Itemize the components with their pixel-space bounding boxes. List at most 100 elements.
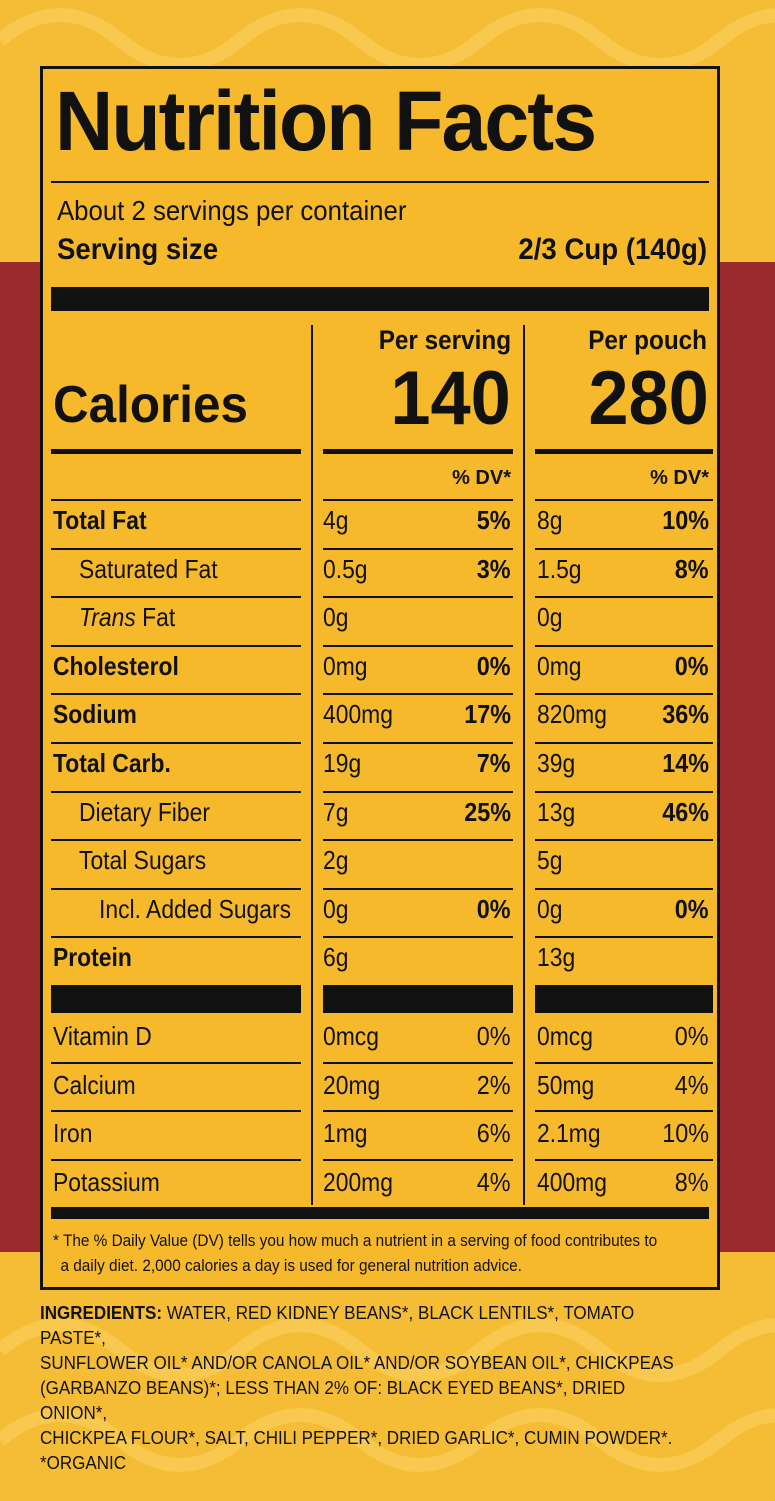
row-rule	[535, 1061, 713, 1064]
serving-dv: 5%	[477, 505, 511, 535]
row-rule	[323, 1061, 513, 1064]
pouch-amount: 8g	[537, 505, 563, 535]
calories-per-serving: 140	[390, 356, 511, 441]
row-rule	[535, 499, 713, 501]
ingredients-text: SUNFLOWER OIL* AND/OR CANOLA OIL* AND/OR…	[40, 1352, 674, 1373]
row-rule	[323, 547, 513, 550]
row-rule	[323, 936, 513, 939]
row-rule	[535, 790, 713, 793]
serving-amount: 7g	[323, 796, 349, 827]
row-rule	[535, 693, 713, 696]
row-rule	[535, 936, 713, 939]
nutrient-name: Cholesterol	[53, 650, 179, 681]
pouch-amount: 2.1mg	[537, 1118, 601, 1148]
serving-dv: 6%	[477, 1118, 511, 1148]
vitamin-name: Vitamin D	[53, 1021, 152, 1051]
row-rule	[51, 499, 301, 501]
nutrient-name: Sodium	[53, 699, 137, 730]
serving-dv: 2%	[477, 1069, 511, 1100]
pouch-amount: 13g	[537, 942, 576, 973]
nutrient-name: Total Sugars	[79, 845, 207, 876]
serving-amount: 4g	[323, 505, 349, 535]
nutrient-name-italic: Trans	[79, 602, 136, 633]
nutrition-facts-panel: Nutrition Facts About 2 servings per con…	[40, 66, 720, 1290]
row-rule	[323, 1110, 513, 1112]
serving-amount: 0g	[323, 602, 349, 633]
serving-amount: 200mg	[323, 1166, 393, 1197]
column-divider	[311, 325, 313, 1205]
pouch-dv: 14%	[662, 748, 709, 778]
row-rule	[51, 547, 301, 550]
vitamin-name: Iron	[53, 1118, 93, 1148]
nutrient-name: Trans Fat	[79, 602, 175, 633]
serving-dv: 4%	[477, 1166, 511, 1197]
serving-size-label: Serving size	[57, 233, 219, 266]
pouch-amount: 5g	[537, 845, 563, 876]
per-serving-header: Per serving	[378, 325, 511, 355]
rule	[323, 449, 513, 454]
pouch-amount: 0g	[537, 893, 563, 924]
ingredients-text: WATER, RED KIDNEY BEANS*, BLACK LENTILS*…	[40, 1302, 635, 1348]
row-rule	[535, 644, 713, 647]
row-rule	[323, 693, 513, 696]
pouch-dv: 8%	[675, 1166, 709, 1197]
row-rule	[535, 596, 713, 599]
footnote-line: * The % Daily Value (DV) tells you how m…	[53, 1232, 658, 1250]
pouch-dv: 4%	[675, 1069, 709, 1100]
nutrient-name: Saturated Fat	[79, 553, 218, 584]
row-rule	[535, 839, 713, 842]
calories-per-pouch: 280	[588, 356, 709, 441]
serving-dv: 0%	[477, 893, 511, 924]
thick-rule	[535, 985, 713, 1013]
dv-header: % DV*	[452, 467, 511, 489]
pouch-dv: 10%	[662, 505, 709, 535]
row-rule	[323, 839, 513, 842]
calories-label: Calories	[53, 376, 248, 434]
footnote-line: a daily diet. 2,000 calories a day is us…	[60, 1256, 522, 1275]
row-rule	[323, 790, 513, 793]
pouch-dv: 46%	[662, 796, 709, 827]
vitamin-name: Potassium	[53, 1166, 160, 1197]
row-rule	[51, 596, 301, 599]
rule	[535, 449, 713, 454]
pouch-amount: 0g	[537, 602, 563, 633]
thick-rule	[51, 985, 301, 1013]
pouch-amount: 39g	[537, 748, 576, 778]
nutrient-name: Dietary Fiber	[79, 796, 210, 827]
dv-header: % DV*	[650, 467, 709, 489]
footnote: * The % Daily Value (DV) tells you how m…	[53, 1229, 667, 1279]
pouch-dv: 10%	[662, 1118, 709, 1148]
pouch-amount: 1.5g	[537, 553, 582, 584]
row-rule	[535, 1158, 713, 1161]
nutrient-name-rest: Fat	[135, 602, 176, 633]
pouch-dv: 0%	[675, 650, 709, 681]
column-divider	[523, 325, 525, 1205]
thick-rule	[51, 287, 709, 311]
row-rule	[51, 936, 301, 939]
per-pouch-header: Per pouch	[588, 325, 707, 355]
pouch-dv: 36%	[662, 699, 709, 730]
pouch-dv: 0%	[675, 893, 709, 924]
panel-title: Nutrition Facts	[55, 74, 597, 168]
nutrient-name: Protein	[53, 942, 132, 973]
row-rule	[51, 644, 301, 647]
vitamin-name: Calcium	[53, 1069, 136, 1100]
row-rule	[535, 547, 713, 550]
nutrient-name: Incl. Added Sugars	[99, 893, 292, 924]
ingredients-block: INGREDIENTS: WATER, RED KIDNEY BEANS*, B…	[40, 1300, 684, 1475]
serving-dv: 0%	[477, 650, 511, 681]
row-rule	[51, 693, 301, 696]
row-rule	[323, 596, 513, 599]
serving-amount: 0g	[323, 893, 349, 924]
ingredients-text: (GARBANZO BEANS)*; LESS THAN 2% OF: BLAC…	[40, 1377, 626, 1423]
pouch-amount: 400mg	[537, 1166, 607, 1197]
thick-rule	[51, 1207, 709, 1219]
row-rule	[51, 1110, 301, 1112]
serving-amount: 0mg	[323, 650, 368, 681]
serving-size-value: 2/3 Cup (140g)	[518, 233, 707, 266]
thick-rule	[323, 985, 513, 1013]
organic-note: *ORGANIC	[40, 1452, 127, 1473]
pouch-amount: 50mg	[537, 1069, 595, 1100]
row-rule	[51, 1061, 301, 1064]
